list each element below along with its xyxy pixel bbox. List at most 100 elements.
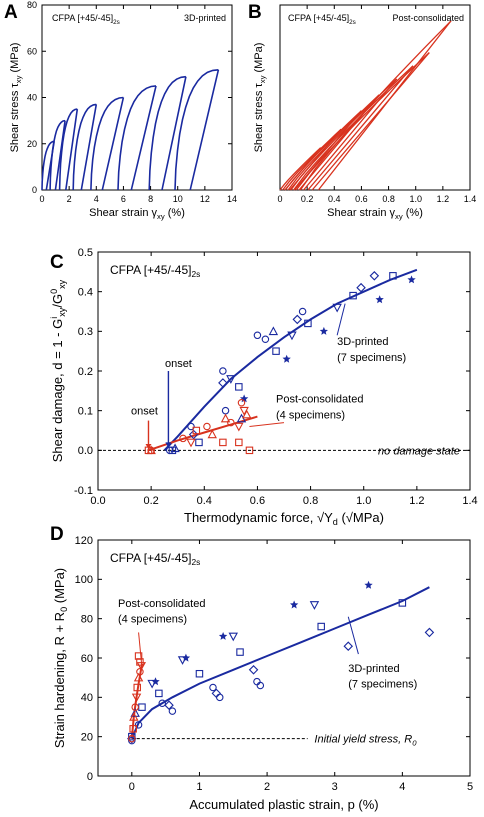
data-point-3d-printed <box>128 736 136 745</box>
y-tick-label: -0.1 <box>74 485 93 497</box>
data-point-3d-printed <box>424 627 435 638</box>
data-point-3d-printed <box>349 291 357 300</box>
data-point-3d-printed <box>168 707 177 715</box>
unloading-line <box>311 52 430 191</box>
label-part: 5 <box>467 781 473 793</box>
data-point-3d-printed <box>138 703 146 711</box>
data-point-3d-printed <box>151 677 160 686</box>
data-point-3d-printed <box>407 275 416 284</box>
x-axis-label: Thermodynamic force, √Yd (√MPa) <box>184 510 384 527</box>
label-part: 80 <box>81 614 93 626</box>
loading-curve <box>72 103 97 191</box>
data-point-post-consolidated <box>129 725 137 733</box>
label-part: 2s <box>113 19 120 26</box>
data-point-3d-printed <box>209 683 217 692</box>
label-part: CFPA [+45/-45] <box>52 13 113 23</box>
label-part: B <box>248 2 262 23</box>
fit-curve-3d-printed <box>130 586 430 739</box>
group-count-3d: (7 specimens) <box>337 352 406 364</box>
label-part: 40 <box>27 93 37 103</box>
label-part: onset <box>131 406 158 418</box>
x-tick-label: 0 <box>277 194 282 204</box>
data-point-3d-printed <box>134 721 143 729</box>
x-tick-label: 0 <box>39 194 44 204</box>
x-tick-label: 0.8 <box>382 194 395 204</box>
label-part: 2s <box>192 269 201 279</box>
loading-curve <box>117 85 157 191</box>
unloading-line <box>101 97 125 191</box>
baseline-label: no damage state <box>378 445 460 457</box>
data-point-3d-printed <box>298 307 307 316</box>
label-part: xy <box>57 279 67 289</box>
data-point-post-consolidated <box>192 426 201 435</box>
onset-arrowhead-blue <box>165 442 172 448</box>
label-part: (7 specimens) <box>348 679 417 691</box>
label-part: 14 <box>227 194 237 204</box>
data-point-post-consolidated <box>133 683 141 692</box>
x-tick-label: 1.4 <box>464 194 477 204</box>
label-part: 0.4 <box>197 495 212 507</box>
panel-letter: D <box>50 524 64 545</box>
label-part: 0.2 <box>301 194 314 204</box>
data-point-post-consolidated <box>227 418 235 427</box>
y-tick-label: 20 <box>27 139 37 149</box>
y-tick-label: 0 <box>32 185 37 195</box>
label-part: 6 <box>121 194 126 204</box>
loading-curve <box>90 96 124 191</box>
label-part: 0.2 <box>78 366 93 378</box>
data-point-3d-printed <box>218 378 228 388</box>
x-tick-label: 8 <box>148 194 153 204</box>
data-point-3d-printed <box>226 375 236 384</box>
data-point-3d-printed <box>290 600 299 609</box>
label-part: 1.4 <box>464 194 477 204</box>
y-tick-label: 0.3 <box>78 326 93 338</box>
label-part: 0.6 <box>355 194 368 204</box>
onset-label: onset <box>131 406 158 418</box>
data-point-3d-printed <box>188 429 199 440</box>
data-point-3d-printed <box>235 383 243 391</box>
label-part: (4 specimens) <box>276 410 345 422</box>
group-label-pc: Post-consolidated <box>276 394 363 406</box>
group-count-3d: (7 specimens) <box>348 679 417 691</box>
onset-arrowhead-red <box>145 443 152 449</box>
data-point-3d-printed <box>332 303 342 313</box>
data-point-3d-printed <box>253 331 262 340</box>
loading-curve <box>49 119 66 191</box>
label-part: 60 <box>27 46 37 56</box>
x-axis-label: Accumulated plastic strain, p (%) <box>189 797 378 812</box>
loading-curve <box>174 69 219 191</box>
panel-a: A 0 2 4 6 8 10 12 14 0 20 40 60 80 CFPA [+45/-45]2s 3D-… <box>4 0 237 221</box>
data-point-post-consolidated <box>131 703 139 711</box>
data-point-3d-printed <box>164 700 174 710</box>
x-axis-label: Shear strain γxy (%) <box>89 207 185 221</box>
data-point-3d-printed <box>240 394 249 403</box>
loading-curve <box>284 110 362 191</box>
data-point-3d-printed <box>304 319 312 328</box>
label-part: 120 <box>75 535 93 547</box>
x-tick-label: 0.8 <box>303 495 318 507</box>
data-point-post-consolidated <box>179 434 187 443</box>
data-point-post-consolidated <box>129 712 139 721</box>
x-tick-label: 2 <box>264 781 270 793</box>
x-tick-label: 5 <box>467 781 473 793</box>
onset-label: onset <box>165 358 192 370</box>
label-part: 0.5 <box>78 247 93 259</box>
label-part: 1.0 <box>409 194 422 204</box>
x-tick-label: 1.0 <box>356 495 371 507</box>
data-point-post-consolidated <box>235 438 243 447</box>
label-part: 0 <box>39 194 44 204</box>
data-point-3d-printed <box>155 689 163 698</box>
x-tick-label: 0.0 <box>90 495 105 507</box>
data-point-3d-printed <box>168 446 177 455</box>
label-part: C <box>50 252 64 273</box>
label-part: 3D-printed <box>337 336 388 348</box>
y-tick-label: 80 <box>81 614 93 626</box>
data-point-3d-printed <box>218 632 228 640</box>
label-part: 8 <box>148 194 153 204</box>
label-part: 1 <box>196 781 202 793</box>
x-tick-label: 0.4 <box>328 194 341 204</box>
y-axis-label: Shear stress τxy (MPa) <box>253 43 267 153</box>
data-point-post-consolidated <box>207 429 217 439</box>
label-part: Shear stress τ <box>253 83 265 153</box>
data-point-3d-printed <box>364 580 373 589</box>
